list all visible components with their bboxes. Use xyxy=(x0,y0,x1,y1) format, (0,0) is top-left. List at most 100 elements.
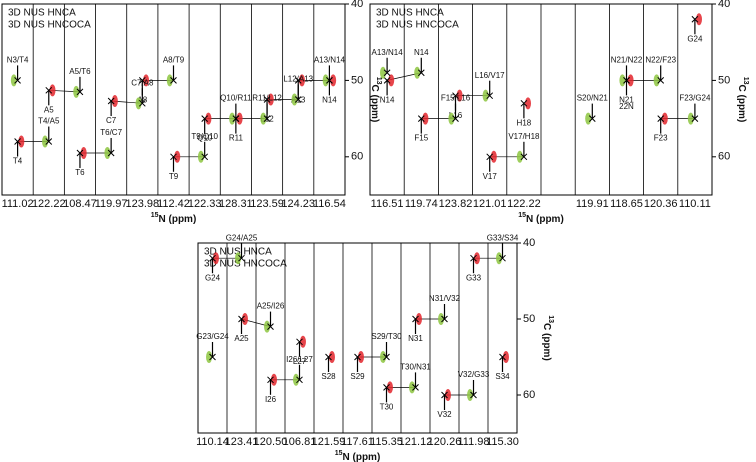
peak xyxy=(687,112,694,125)
peak xyxy=(357,351,364,363)
x-axis-label-isotope: 15 xyxy=(151,212,159,219)
peak xyxy=(490,150,497,163)
peak-label: N3/T4 xyxy=(7,56,29,65)
peak-label: A13/N14 xyxy=(314,56,346,65)
peak xyxy=(10,74,17,87)
peak-label: F15 xyxy=(414,134,428,143)
peak-label: S20/N21 xyxy=(577,94,609,103)
legend-entry: 3D NUS HNCOCA xyxy=(376,20,459,31)
peak-label: V32/G33 xyxy=(458,370,490,379)
peak xyxy=(264,320,271,333)
y-tick-label: 50 xyxy=(351,74,363,86)
x-tick-label: 121.12 xyxy=(399,436,433,448)
peak xyxy=(212,252,219,265)
peak-label: Q10/R11 xyxy=(220,94,252,103)
peak-label: H18 xyxy=(517,118,532,127)
peak-label: F15/L16 xyxy=(441,94,471,103)
x-axis-label-text: N (ppm) xyxy=(159,214,197,225)
peak-label: A8/T9 xyxy=(163,56,185,65)
peak xyxy=(104,146,111,159)
y-axis-label-text: C (ppm) xyxy=(369,85,380,123)
peak xyxy=(414,66,421,79)
x-tick-label: 116.51 xyxy=(371,198,404,210)
peak-label: L27 xyxy=(293,357,307,366)
peak-label: G24/A25 xyxy=(226,233,258,242)
peak xyxy=(18,135,25,148)
peak-label: T6/C7 xyxy=(100,128,122,137)
peak-label: A5 xyxy=(44,105,54,114)
peak-label: R11 xyxy=(229,134,244,143)
y-tick-label: 60 xyxy=(351,151,363,163)
peak xyxy=(241,313,248,325)
x-tick-label: 119.97 xyxy=(95,198,128,210)
peak xyxy=(73,85,80,98)
y-axis-label-isotope: 13 xyxy=(742,77,749,85)
peak xyxy=(291,93,298,106)
y-tick-label: 40 xyxy=(351,0,363,10)
x-tick-label: 115.35 xyxy=(370,436,403,448)
peak-label: G24 xyxy=(205,273,221,282)
x-tick-label: 121.01 xyxy=(473,198,507,210)
peak-label: F23 xyxy=(654,134,668,143)
peak xyxy=(80,146,87,159)
x-tick-label: 122.33 xyxy=(188,198,222,210)
x-tick-label: 120.36 xyxy=(644,198,678,210)
peak-label: T4/A5 xyxy=(38,117,60,126)
peak xyxy=(619,74,626,87)
peak-label: Q10 xyxy=(197,134,213,143)
x-tick-label: 110.14 xyxy=(196,436,229,448)
peak-label: A13/N14 xyxy=(372,48,404,57)
peak xyxy=(205,112,212,125)
y-axis-label-text: C (ppm) xyxy=(541,323,552,361)
peak-label: N14 xyxy=(414,48,429,57)
peak-label: R11/L12 xyxy=(252,94,282,103)
peak-label: N31 xyxy=(408,334,423,343)
peak xyxy=(444,389,451,401)
x-axis-label: 15N (ppm) xyxy=(151,212,197,224)
legend-entry: 3D NUS HNCOCA xyxy=(204,259,287,270)
peak xyxy=(409,381,416,394)
peak xyxy=(496,252,503,265)
x-tick-label: 120.26 xyxy=(428,436,462,448)
peak-label: N21 xyxy=(619,96,634,105)
x-tick-label: 115.30 xyxy=(486,436,519,448)
x-tick-label: 128.31 xyxy=(219,198,253,210)
y-axis-label: 13C (ppm) xyxy=(541,315,553,361)
peak-label: V17/H18 xyxy=(508,132,540,141)
plot-frame xyxy=(1,3,346,196)
x-tick-label: 106.81 xyxy=(283,436,317,448)
peak-label: I26 xyxy=(265,395,277,404)
y-axis-label-isotope: 13 xyxy=(375,77,382,85)
peak xyxy=(206,351,213,363)
x-tick-label: 122.22 xyxy=(32,198,66,210)
y-tick-label: 40 xyxy=(718,0,730,10)
y-axis-label: 13C (ppm) xyxy=(369,77,381,123)
peak-label: T6 xyxy=(75,168,85,177)
peak xyxy=(525,97,532,110)
peak-label: T30/N31 xyxy=(400,363,431,372)
peak xyxy=(270,373,277,386)
peak xyxy=(143,74,150,87)
peak xyxy=(135,97,142,110)
peak-label: F23/G24 xyxy=(679,94,711,103)
peak xyxy=(111,95,118,108)
peak xyxy=(166,74,173,87)
x-axis-label-text: N (ppm) xyxy=(526,214,564,225)
legend-entry: 3D NUS HNCA xyxy=(376,8,444,19)
peak-label: A5/T6 xyxy=(69,67,91,76)
peak xyxy=(422,112,429,125)
x-axis-label: 15N (ppm) xyxy=(335,450,381,462)
peak-label: S28 xyxy=(321,372,336,381)
peak xyxy=(328,351,335,363)
x-tick-label: 123.98 xyxy=(125,198,159,210)
x-axis-label-isotope: 15 xyxy=(335,450,343,457)
peak xyxy=(386,381,393,394)
peak-label: N22/F23 xyxy=(645,56,676,65)
x-tick-label: 122.22 xyxy=(507,198,541,210)
peak-label: N14 xyxy=(322,96,337,105)
peak-label: G33/S34 xyxy=(487,233,519,242)
x-tick-label: 110.11 xyxy=(679,198,711,210)
y-tick-label: 60 xyxy=(718,151,730,163)
x-axis-label-text: N (ppm) xyxy=(343,452,381,462)
